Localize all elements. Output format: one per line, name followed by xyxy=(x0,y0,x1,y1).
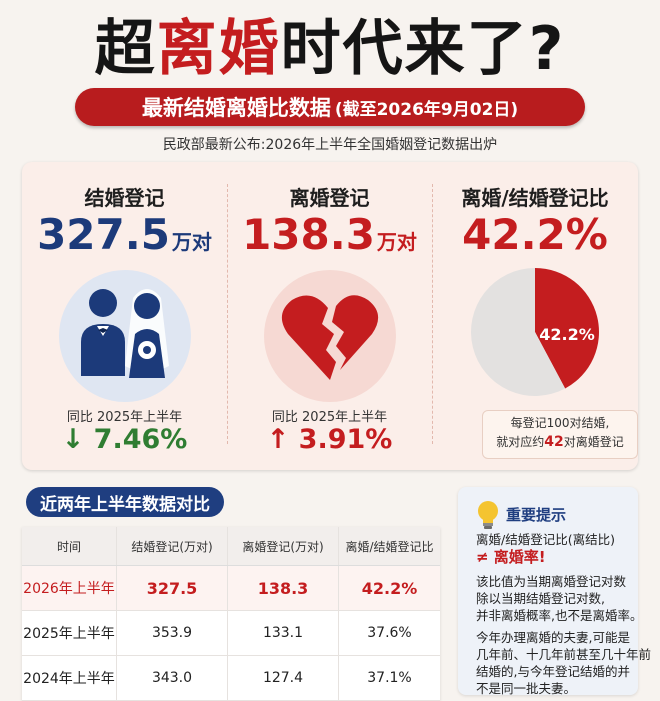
col-header: 时间 xyxy=(22,527,117,566)
lightbulb-icon xyxy=(478,501,498,529)
table-cell: 138.3 xyxy=(227,565,339,611)
table-cell: 133.1 xyxy=(227,610,339,656)
divorce-compare-label: 同比 2025年上半年 xyxy=(271,410,388,425)
table-cell: 37.1% xyxy=(338,655,440,701)
tip-text-row: 几年前、十几年前甚至几十年前 xyxy=(476,647,652,662)
headline-part2: 离婚 xyxy=(156,13,281,84)
tip-box: 重要提示 离婚/结婚登记比(离结比) ≠ 离婚率! 该比值为当期离婚登记对数 除… xyxy=(458,487,652,697)
ratio-stat: 离婚/结婚登记比 42.2% 42.2% 每登记100对结婚, 就对应约42对离… xyxy=(432,162,638,470)
tip-line1: 离婚/结婚登记比(离结比) xyxy=(476,532,615,547)
table-cell: 327.5 xyxy=(116,565,228,611)
marriage-compare-label: 同比 2025年上半年 xyxy=(66,410,183,425)
ratio-pie-chart: 42.2% xyxy=(469,266,601,398)
source-line: 民政部最新公布:2026年上半年全国婚姻登记数据出炉 xyxy=(162,137,498,153)
tip-text-row: 不是同一批夫妻。 xyxy=(476,681,577,696)
marriage-stat: 结婚登记 327.5 万对 同比 2025年上半年 ↓ 7.46% xyxy=(22,162,227,470)
tip-text-row: 今年办理离婚的夫妻,可能是 xyxy=(476,630,630,645)
tip-title: 重要提示 xyxy=(506,506,567,524)
table-header-row: 时间 结婚登记(万对) 离婚登记(万对) 离婚/结婚登记比 xyxy=(22,527,440,566)
subtitle-banner: 最新结婚离婚比数据 (截至2026年9月02日) xyxy=(75,88,585,126)
tip-line2: ≠ 离婚率! xyxy=(476,548,546,566)
divider xyxy=(432,184,433,444)
pie-slice-label: 42.2% xyxy=(539,325,595,344)
ratio-label: 离婚/结婚登记比 xyxy=(461,186,609,210)
table-cell: 353.9 xyxy=(116,610,228,656)
headline: 超离婚 时代来了? xyxy=(0,4,660,84)
pie-svg: 42.2% xyxy=(471,268,599,396)
headline-part1: 超 xyxy=(94,13,157,84)
divider xyxy=(227,184,228,444)
headline-part3: 时代来了? xyxy=(280,13,566,84)
tip-text-row: 该比值为当期离婚登记对数 xyxy=(476,574,627,589)
ratio-note-pre: 就对应约 xyxy=(496,435,545,449)
table-title: 近两年上半年数据对比 xyxy=(26,487,224,517)
subtitle-date: (截至2026年9月02日) xyxy=(334,99,519,120)
tip-text-row: 除以当期结婚登记对数, xyxy=(476,591,605,606)
marriage-label: 结婚登记 xyxy=(84,186,165,210)
ratio-note-line1: 每登记100对结婚, xyxy=(510,416,610,430)
broken-heart-icon xyxy=(263,270,396,402)
ratio-value: 42.2% xyxy=(462,210,608,259)
divorce-value: 138.3 xyxy=(242,210,375,259)
comparison-section: 近两年上半年数据对比 时间 结婚登记(万对) 离婚登记(万对) 离婚/结婚登记比… xyxy=(22,487,440,701)
divorce-value-wrap: 138.3 万对 xyxy=(227,210,432,259)
marriage-value-wrap: 327.5 万对 xyxy=(22,210,227,259)
subtitle-main: 最新结婚离婚比数据 xyxy=(141,96,331,120)
col-header: 离婚登记(万对) xyxy=(227,527,339,566)
marriage-value: 327.5 xyxy=(37,210,170,259)
tip-paragraph-1: 该比值为当期离婚登记对数 除以当期结婚登记对数, 并非离婚概率,也不是离婚率。 xyxy=(476,573,643,624)
table-cell: 37.6% xyxy=(338,610,440,656)
tip-text-row: 结婚的,与今年登记结婚的并 xyxy=(476,664,630,679)
tip-paragraph-2: 今年办理离婚的夫妻,可能是 几年前、十几年前甚至几十年前 结婚的,与今年登记结婚… xyxy=(476,629,652,697)
table-cell: 343.0 xyxy=(116,655,228,701)
table-row: 2026年上半年 327.5 138.3 42.2% xyxy=(22,565,440,611)
table-cell: 2024年上半年 xyxy=(22,655,117,701)
col-header: 结婚登记(万对) xyxy=(116,527,228,566)
ratio-note-post: 对离婚登记 xyxy=(563,435,624,449)
ratio-note: 每登记100对结婚, 就对应约42对离婚登记 xyxy=(482,410,638,459)
table-cell: 42.2% xyxy=(338,565,440,611)
stats-panel: 结婚登记 327.5 万对 同比 2025年上半年 ↓ 7.46% 离婚登记 13… xyxy=(22,162,638,470)
ratio-note-line2: 就对应约42对离婚登记 xyxy=(483,433,637,452)
marriage-unit: 万对 xyxy=(171,230,212,254)
table-cell: 2026年上半年 xyxy=(22,565,117,611)
table-cell: 2025年上半年 xyxy=(22,610,117,656)
pie-slice-rest xyxy=(471,268,566,396)
pie-slice-divorce xyxy=(535,268,599,389)
couple-icon xyxy=(58,270,191,402)
comparison-table: 时间 结婚登记(万对) 离婚登记(万对) 离婚/结婚登记比 2026年上半年 3… xyxy=(22,527,440,701)
table-row: 2024年上半年 343.0 127.4 37.1% xyxy=(22,655,440,701)
marriage-compare-value: ↓ 7.46% xyxy=(61,424,188,455)
table-cell: 127.4 xyxy=(227,655,339,701)
col-header: 离婚/结婚登记比 xyxy=(338,527,440,566)
divorce-stat: 离婚登记 138.3 万对 同比 2025年上半年 ↑ 3.91% xyxy=(227,162,432,470)
table-row: 2025年上半年 353.9 133.1 37.6% xyxy=(22,610,440,656)
divorce-compare-value: ↑ 3.91% xyxy=(266,424,393,455)
tip-text-row: 并非离婚概率,也不是离婚率。 xyxy=(476,608,643,623)
divorce-label: 离婚登记 xyxy=(289,186,370,210)
divorce-unit: 万对 xyxy=(376,230,417,254)
ratio-note-number: 42 xyxy=(544,434,564,450)
